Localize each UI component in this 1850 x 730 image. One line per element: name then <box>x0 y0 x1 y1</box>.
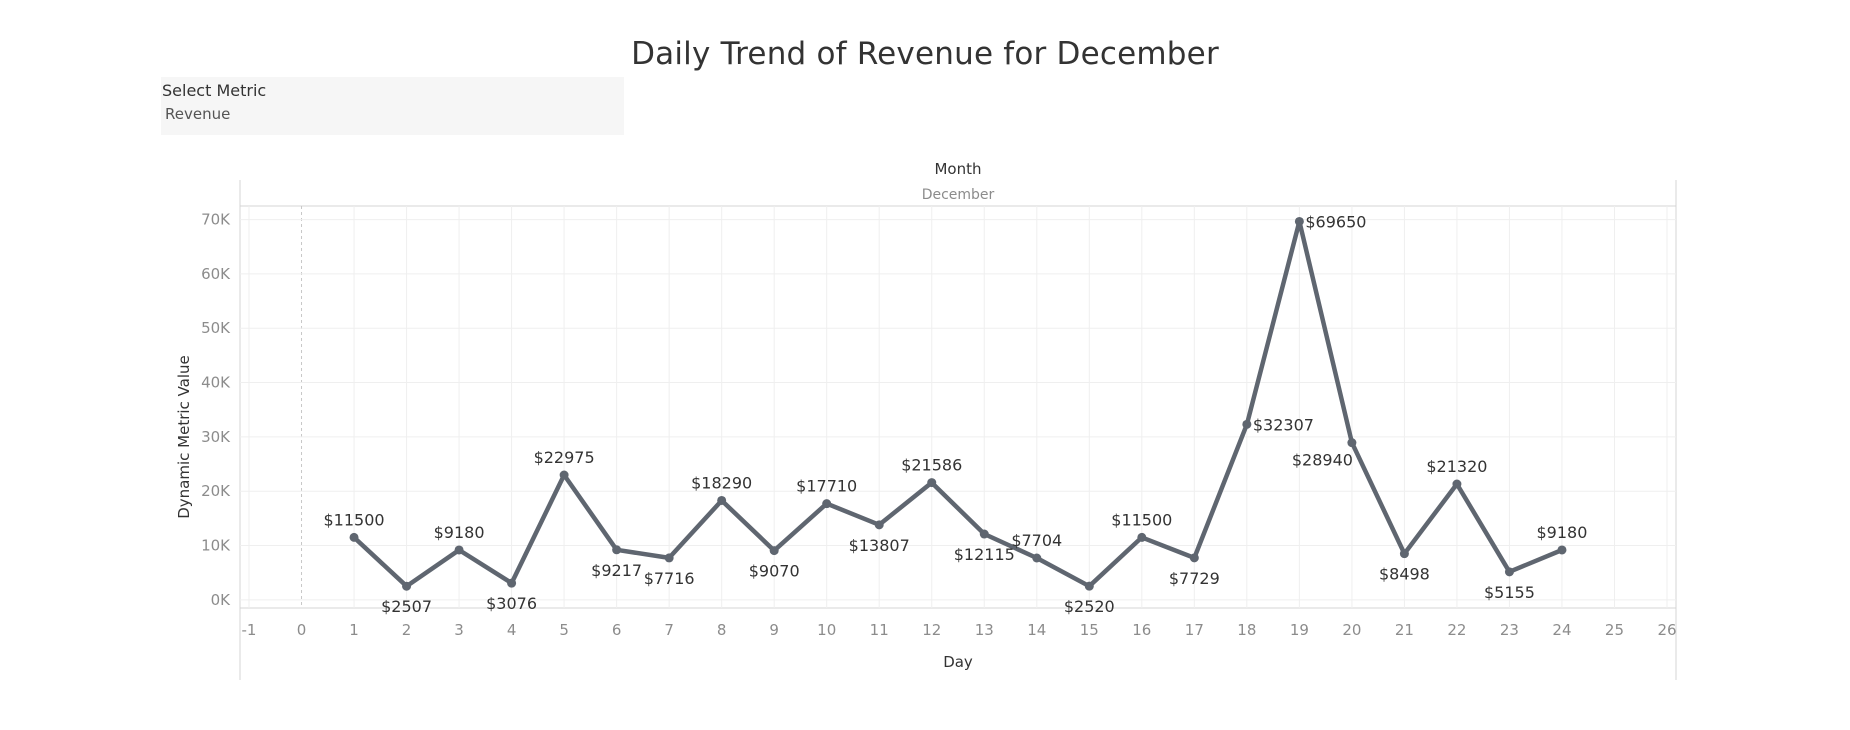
data-point <box>717 496 726 505</box>
data-point <box>770 546 779 555</box>
x-tick-label: -1 <box>242 621 257 639</box>
column-header-value: December <box>922 187 995 203</box>
x-tick-label: 12 <box>922 621 941 639</box>
data-point <box>1347 438 1356 447</box>
data-point <box>350 533 359 542</box>
x-tick-label: 4 <box>507 621 517 639</box>
y-tick-label: 40K <box>201 374 231 392</box>
x-tick-label: 9 <box>769 621 779 639</box>
data-point <box>560 471 569 480</box>
x-tick-label: 23 <box>1500 621 1519 639</box>
data-label: $22975 <box>534 448 595 467</box>
x-tick-label: 19 <box>1290 621 1309 639</box>
data-point <box>1557 545 1566 554</box>
data-point <box>1505 567 1514 576</box>
data-label: $69650 <box>1305 212 1366 231</box>
x-tick-label: 8 <box>717 621 727 639</box>
x-tick-label: 24 <box>1552 621 1571 639</box>
data-point <box>980 530 989 539</box>
data-point <box>507 579 516 588</box>
y-tick-label: 20K <box>201 482 231 500</box>
x-tick-label: 26 <box>1657 621 1676 639</box>
data-label: $2507 <box>381 597 432 616</box>
data-label: $7729 <box>1169 569 1220 588</box>
y-tick-label: 70K <box>201 211 231 229</box>
data-label: $8498 <box>1379 565 1430 584</box>
data-label: $11500 <box>323 510 384 529</box>
data-label: $21586 <box>901 456 962 475</box>
x-tick-label: 6 <box>612 621 622 639</box>
data-point <box>1295 217 1304 226</box>
data-point <box>1085 582 1094 591</box>
x-tick-label: 22 <box>1447 621 1466 639</box>
data-label: $2520 <box>1064 597 1115 616</box>
data-label: $7704 <box>1011 531 1062 550</box>
data-point <box>612 545 621 554</box>
data-point <box>1400 549 1409 558</box>
x-tick-label: 18 <box>1237 621 1256 639</box>
data-label: $28940 <box>1292 451 1353 470</box>
x-tick-label: 7 <box>664 621 674 639</box>
data-point <box>875 520 884 529</box>
data-label: $5155 <box>1484 583 1535 602</box>
column-header-field: Month <box>934 160 981 178</box>
data-label: $17710 <box>796 477 857 496</box>
data-point <box>1032 553 1041 562</box>
data-label: $9070 <box>749 562 800 581</box>
data-label: $18290 <box>691 473 752 492</box>
data-label: $12115 <box>954 545 1015 564</box>
data-label: $3076 <box>486 594 537 613</box>
x-tick-label: 10 <box>817 621 836 639</box>
data-label: $9180 <box>434 523 485 542</box>
x-tick-label: 21 <box>1395 621 1414 639</box>
data-label: $7716 <box>644 569 695 588</box>
x-tick-label: 20 <box>1342 621 1361 639</box>
x-tick-label: 1 <box>349 621 359 639</box>
data-point <box>1137 533 1146 542</box>
data-label: $32307 <box>1253 415 1314 434</box>
x-tick-label: 17 <box>1185 621 1204 639</box>
data-point <box>1452 480 1461 489</box>
x-tick-label: 5 <box>559 621 569 639</box>
y-tick-label: 50K <box>201 319 231 337</box>
x-tick-label: 25 <box>1605 621 1624 639</box>
data-label: $11500 <box>1111 510 1172 529</box>
y-tick-label: 30K <box>201 428 231 446</box>
x-tick-label: 11 <box>870 621 889 639</box>
x-tick-label: 3 <box>454 621 464 639</box>
x-tick-label: 13 <box>975 621 994 639</box>
x-tick-label: 0 <box>297 621 307 639</box>
y-tick-label: 10K <box>201 537 231 555</box>
y-tick-label: 60K <box>201 265 231 283</box>
x-tick-label: 16 <box>1132 621 1151 639</box>
y-axis-title: Dynamic Metric Value <box>175 355 193 519</box>
x-tick-label: 2 <box>402 621 412 639</box>
data-point <box>1190 553 1199 562</box>
data-label: $9180 <box>1537 523 1588 542</box>
data-point <box>1242 420 1251 429</box>
y-tick-label: 0K <box>211 591 232 609</box>
x-tick-label: 15 <box>1080 621 1099 639</box>
x-tick-label: 14 <box>1027 621 1046 639</box>
data-point <box>455 545 464 554</box>
series-line <box>354 222 1562 587</box>
data-point <box>665 553 674 562</box>
data-point <box>402 582 411 591</box>
data-label: $21320 <box>1426 457 1487 476</box>
data-point <box>927 478 936 487</box>
data-label: $9217 <box>591 561 642 580</box>
data-label: $13807 <box>849 536 910 555</box>
data-point <box>822 499 831 508</box>
x-axis-title: Day <box>943 653 973 671</box>
